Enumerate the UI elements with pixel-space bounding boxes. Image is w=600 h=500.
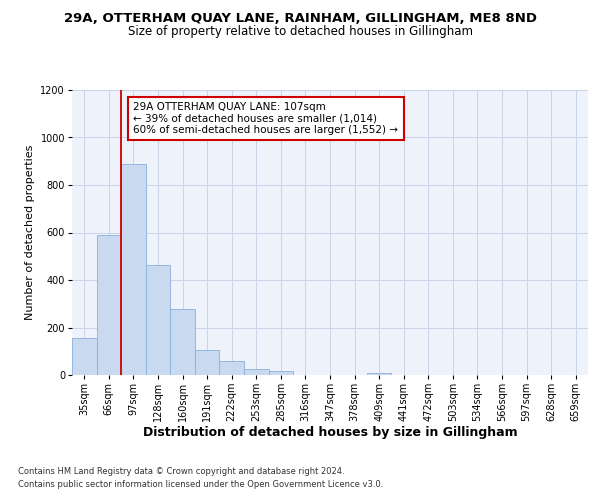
Bar [244, 369, 269, 375]
Bar [97, 235, 121, 375]
Text: Contains HM Land Registry data © Crown copyright and database right 2024.: Contains HM Land Registry data © Crown c… [18, 467, 344, 476]
Bar [269, 370, 293, 375]
Bar [121, 164, 146, 375]
Bar [170, 308, 195, 375]
Bar [72, 338, 97, 375]
Bar [146, 264, 170, 375]
Text: 29A OTTERHAM QUAY LANE: 107sqm
← 39% of detached houses are smaller (1,014)
60% : 29A OTTERHAM QUAY LANE: 107sqm ← 39% of … [133, 102, 398, 135]
Text: 29A, OTTERHAM QUAY LANE, RAINHAM, GILLINGHAM, ME8 8ND: 29A, OTTERHAM QUAY LANE, RAINHAM, GILLIN… [64, 12, 536, 26]
Text: Size of property relative to detached houses in Gillingham: Size of property relative to detached ho… [128, 25, 473, 38]
Bar [367, 372, 391, 375]
Text: Distribution of detached houses by size in Gillingham: Distribution of detached houses by size … [143, 426, 517, 439]
Y-axis label: Number of detached properties: Number of detached properties [25, 145, 35, 320]
Bar [220, 361, 244, 375]
Text: Contains public sector information licensed under the Open Government Licence v3: Contains public sector information licen… [18, 480, 383, 489]
Bar [195, 350, 220, 375]
